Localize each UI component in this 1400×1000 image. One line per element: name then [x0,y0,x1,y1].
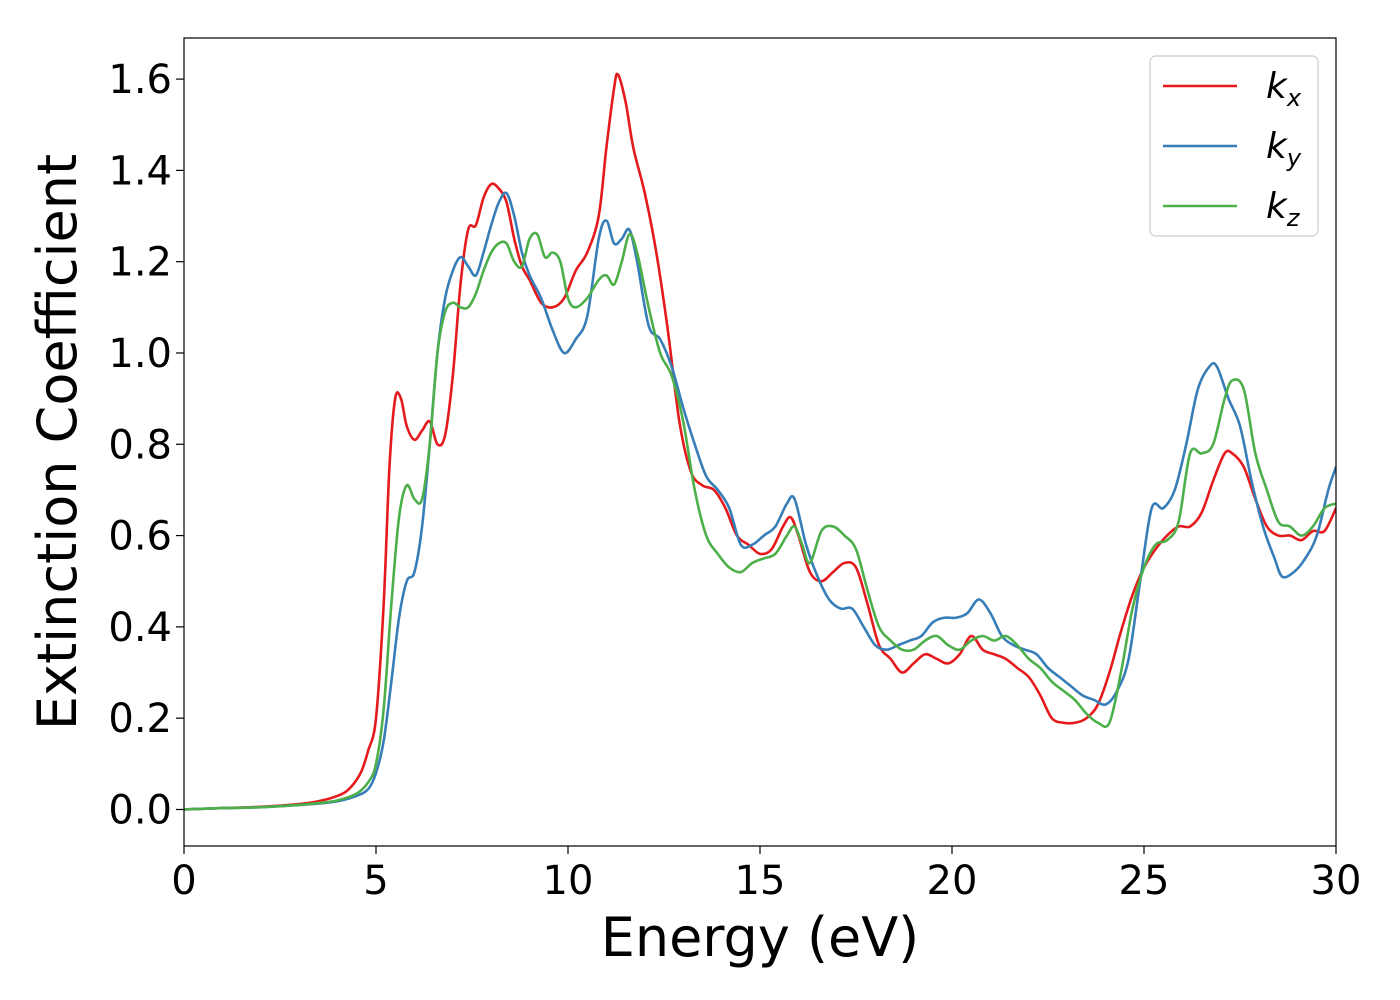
y-tick-label: 0.0 [108,787,172,833]
legend-label-k-x: kx [1266,66,1302,112]
y-tick-label: 1.4 [108,148,172,194]
y-tick-label: 0.6 [108,514,172,560]
series-layer [184,72,1336,811]
legend-label-k-y: ky [1266,126,1302,172]
x-tick-label: 20 [927,858,978,904]
y-tick-label: 1.0 [108,331,172,377]
legend: kx ky kz [1149,55,1319,237]
y-tick-label: 0.4 [108,605,172,651]
legend-label-k-z: kz [1266,186,1301,232]
y-axis-label: Extinction Coefficient [26,154,89,730]
x-tick-label: 15 [735,858,786,904]
y-tick-label: 1.6 [108,57,172,103]
x-axis: 0 5 10 15 20 25 30 [171,846,1361,904]
y-tick-label: 0.8 [108,422,172,468]
x-tick-label: 5 [363,858,388,904]
series-line-k-z [184,231,1336,811]
series-line-k-y [184,191,1336,811]
y-axis: 0.0 0.2 0.4 0.6 0.8 1.0 1.2 1.4 1.6 [108,57,184,833]
x-tick-label: 0 [171,858,196,904]
y-tick-label: 1.2 [108,240,172,286]
x-axis-label: Energy (eV) [601,906,920,969]
x-tick-label: 30 [1311,858,1362,904]
x-tick-label: 10 [543,858,594,904]
y-tick-label: 0.2 [108,696,172,742]
x-tick-label: 25 [1119,858,1170,904]
